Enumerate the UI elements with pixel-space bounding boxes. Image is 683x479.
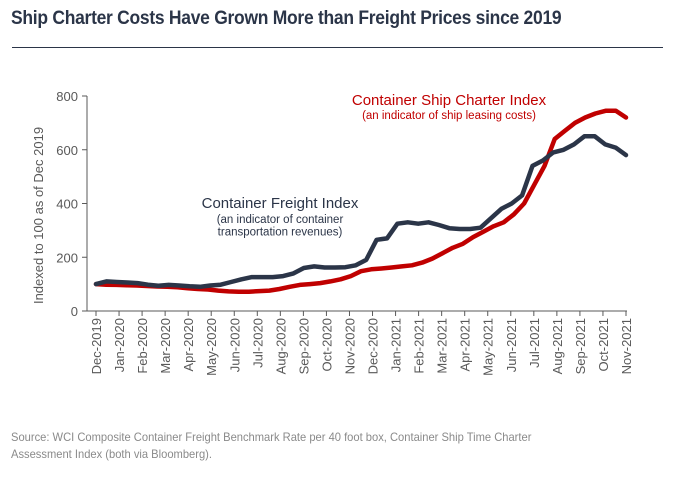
freight-index-sublabel: transportation revenues) <box>218 227 343 239</box>
freight-index-sublabel: (an indicator of container <box>217 214 344 226</box>
x-tick-label: Nov-2021 <box>619 318 634 374</box>
x-tick-label: Dec-2020 <box>366 318 381 374</box>
x-tick-label: Dec-2019 <box>89 318 104 374</box>
x-tick-label: Oct-2020 <box>319 318 334 371</box>
freight-index-label: Container Freight Index <box>202 195 359 212</box>
x-tick-label: Feb-2020 <box>135 318 150 374</box>
y-tick-label: 0 <box>71 304 78 319</box>
x-tick-label: Jan-2021 <box>389 318 404 372</box>
x-tick-label: Sep-2021 <box>573 318 588 374</box>
x-tick-label: Aug-2020 <box>273 318 288 374</box>
source-note: Source: WCI Composite Container Freight … <box>11 430 532 461</box>
series-lines <box>93 108 629 294</box>
series-annotations: Container Freight Index (an indicator of … <box>202 92 547 239</box>
charter-index-label: Container Ship Charter Index <box>352 92 547 109</box>
x-tick-label: Feb-2021 <box>412 318 427 374</box>
y-tick-label: 200 <box>56 250 78 265</box>
x-tick-label: Nov-2020 <box>342 318 357 374</box>
x-tick-label: Jun-2020 <box>227 318 242 372</box>
x-tick-label: May-2021 <box>481 318 496 376</box>
x-tick-label: Jun-2021 <box>504 318 519 372</box>
x-tick-label: May-2020 <box>204 318 219 376</box>
y-tick-label: 400 <box>56 197 78 212</box>
x-tick-label: Aug-2021 <box>550 318 565 374</box>
charter-index-sublabel: (an indicator of ship leasing costs) <box>362 110 536 122</box>
y-tick-label: 800 <box>56 89 78 104</box>
y-tick-label: 600 <box>56 143 78 158</box>
x-tick-label: Sep-2020 <box>296 318 311 374</box>
x-tick-label: Jul-2020 <box>250 318 265 368</box>
y-axis-title: Indexed to 100 as of Dec 2019 <box>31 127 46 304</box>
line-chart: 0 200 400 600 800 Dec-2019 Jan-2020 Feb-2020 Mar… <box>31 89 634 376</box>
x-tick-label: Apr-2021 <box>458 318 473 371</box>
x-tick-label: Oct-2021 <box>596 318 611 371</box>
title-divider <box>12 47 663 48</box>
x-tick-label: Jan-2020 <box>112 318 127 372</box>
freight-index-line <box>93 134 629 290</box>
axes: 0 200 400 600 800 Dec-2019 Jan-2020 Feb-2020 Mar… <box>56 89 634 376</box>
x-tick-label: Apr-2020 <box>181 318 196 371</box>
chart-title: Ship Charter Costs Have Grown More than … <box>11 8 562 29</box>
x-tick-label: Jul-2021 <box>527 318 542 368</box>
x-tick-label: Mar-2021 <box>435 318 450 374</box>
x-tick-label: Mar-2020 <box>158 318 173 374</box>
